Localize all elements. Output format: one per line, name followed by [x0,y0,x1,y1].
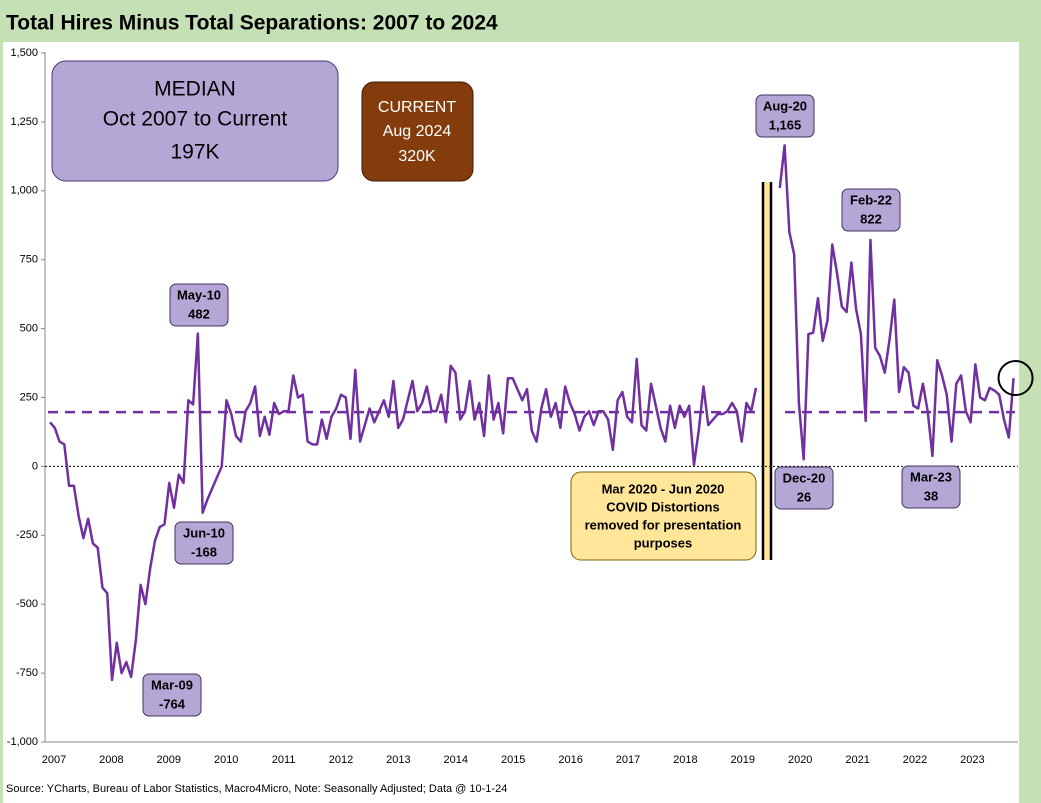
y-tick-label: -750 [16,667,38,679]
x-tick-label: 2009 [157,754,181,766]
x-tick-label: 2022 [903,754,927,766]
y-tick-label: -1,000 [7,736,38,748]
median-period: Oct 2007 to Current [103,108,288,131]
x-tick-label: 2008 [99,754,123,766]
callout-value: -764 [159,696,186,711]
covid-bar [763,182,771,560]
y-tick-label: -500 [16,598,38,610]
callout-date: Dec-20 [783,470,826,485]
note-line: Mar 2020 - Jun 2020 [602,481,725,496]
callout-value: 1,165 [769,117,802,132]
callout-box [755,94,815,138]
current-marker [997,360,1034,396]
x-tick-label: 2019 [731,754,755,766]
series-line [49,144,1015,682]
callout-box [142,673,202,717]
x-tick-label: 2015 [501,754,525,766]
x-tick-label: 2011 [272,754,296,766]
median-box [51,60,339,182]
callout-date: Aug-20 [763,98,807,113]
callout-date: Mar-23 [910,469,952,484]
callout-value: -168 [191,544,217,559]
callout-value: 822 [860,211,882,226]
callout-box [901,465,961,509]
current-title: CURRENT [378,99,456,116]
y-tick-label: 0 [32,460,38,472]
source: Source: YCharts, Bureau of Labor Statist… [6,783,507,795]
median-label: 197K [170,141,219,164]
x-tick-label: 2014 [444,754,468,766]
callout-box [174,521,234,565]
median-title: MEDIAN [154,78,236,101]
callout-box [841,188,901,232]
y-tick-label: 500 [20,323,38,335]
note-line: COVID Distortions [606,499,719,514]
x-tick-label: 2007 [42,754,66,766]
note-line: purposes [634,535,693,550]
x-tick-label: 2013 [386,754,410,766]
y-tick-label: 1,500 [10,47,38,59]
note-line: removed for presentation [585,517,742,532]
y-tick-label: 250 [20,391,38,403]
y-tick-label: 1,000 [10,185,38,197]
callout-date: Mar-09 [151,677,193,692]
callout-value: 482 [188,306,210,321]
note-box [570,471,757,561]
y-tick-label: 750 [20,254,38,266]
chart-title: Total Hires Minus Total Separations: 200… [6,12,498,35]
x-tick-label: 2010 [214,754,238,766]
callout-box [169,283,229,327]
current-date: Aug 2024 [383,123,452,140]
callout-date: Feb-22 [850,192,892,207]
x-tick-label: 2016 [558,754,582,766]
y-tick-label: -250 [16,529,38,541]
x-tick-label: 2017 [616,754,640,766]
callout-value: 38 [924,488,938,503]
x-tick-label: 2018 [673,754,697,766]
callout-date: May-10 [177,287,221,302]
callout-date: Jun-10 [183,525,225,540]
callout-box [774,466,834,510]
current-box [361,81,474,182]
y-tick-label: 1,250 [10,116,38,128]
callout-value: 26 [797,489,811,504]
x-tick-label: 2023 [960,754,984,766]
x-tick-label: 2020 [788,754,812,766]
current-label: 320K [398,148,436,165]
x-tick-label: 2021 [845,754,869,766]
x-tick-label: 2012 [329,754,353,766]
